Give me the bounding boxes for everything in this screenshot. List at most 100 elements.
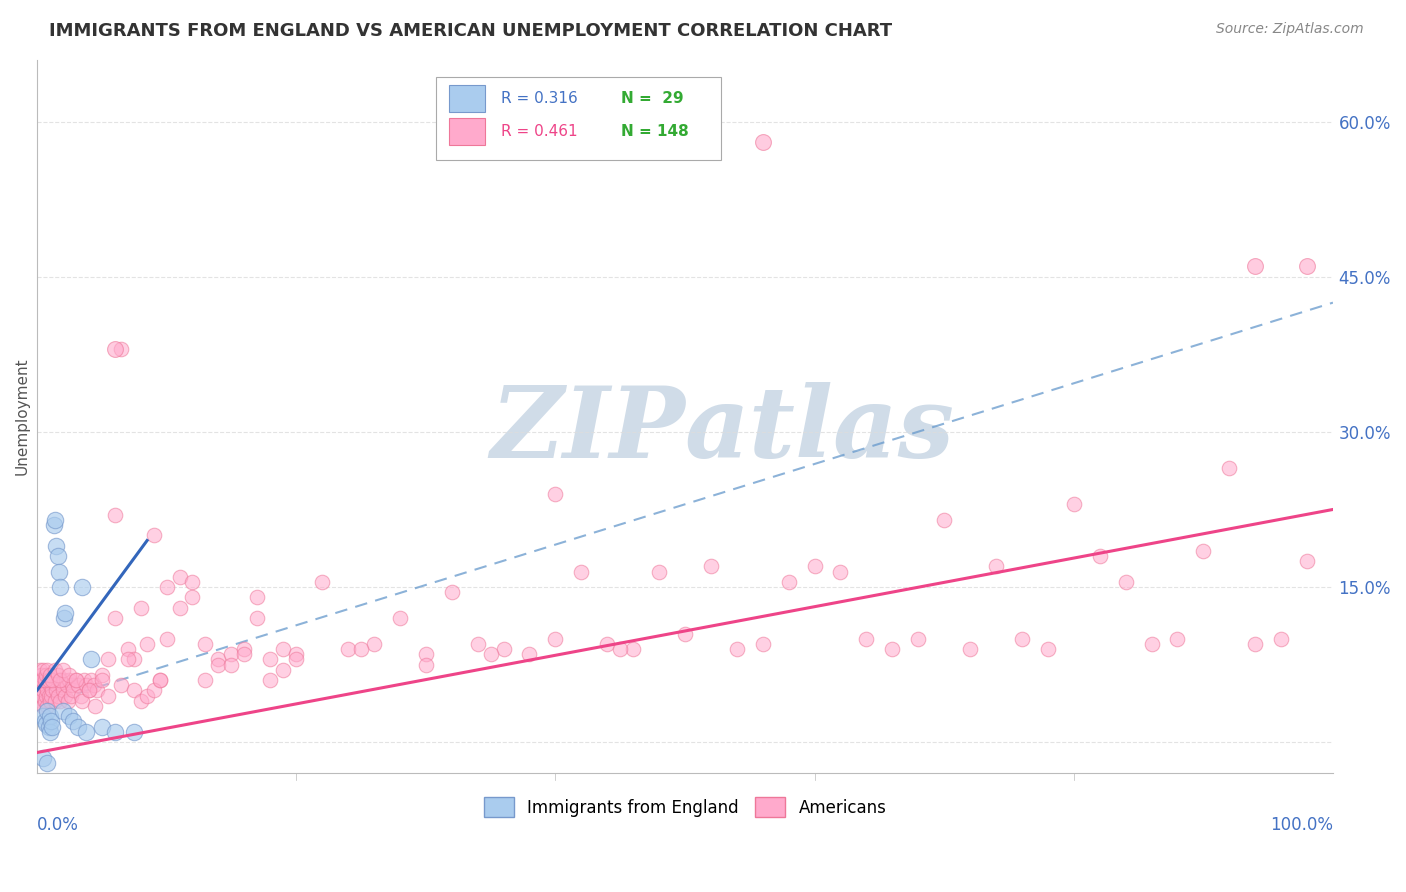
Point [136,637,159,651]
Point [648,565,671,579]
Point [259,673,281,687]
Point [519,647,541,661]
Point [1140,637,1163,651]
Point [122,683,145,698]
Point [46,549,69,563]
Point [34,678,56,692]
Point [28,663,51,677]
Point [37,698,59,713]
Point [415,657,437,672]
Point [72,694,94,708]
Point [221,657,243,672]
Point [53,673,76,687]
Point [350,642,373,657]
Point [86,683,108,698]
Point [246,611,269,625]
Point [49,673,72,687]
Text: 100.0%: 100.0% [1270,816,1333,834]
Point [907,632,929,646]
Point [104,342,127,356]
Point [311,574,333,589]
Point [41,720,63,734]
Point [492,642,515,657]
Point [117,642,139,657]
Point [673,626,696,640]
Point [45,678,67,692]
Point [72,580,94,594]
Point [609,642,631,657]
Point [336,642,359,657]
Point [104,724,127,739]
Point [479,647,502,661]
Point [37,704,59,718]
Point [122,724,145,739]
Point [207,657,229,672]
Text: N =  29: N = 29 [621,91,685,105]
Point [42,673,65,687]
Point [1192,544,1215,558]
Point [1166,632,1188,646]
Text: Source: ZipAtlas.com: Source: ZipAtlas.com [1216,22,1364,37]
Point [194,673,217,687]
Point [62,714,84,729]
Point [80,673,103,687]
Point [39,689,62,703]
Point [67,720,90,734]
Point [129,600,152,615]
Point [544,487,567,501]
Text: N = 148: N = 148 [621,124,689,139]
Point [1011,632,1033,646]
Point [233,647,256,661]
Point [1244,260,1267,274]
Point [569,565,592,579]
Point [77,683,100,698]
Point [35,689,58,703]
Point [194,637,217,651]
Point [34,694,56,708]
Point [27,683,49,698]
Point [934,513,956,527]
Point [155,632,177,646]
Point [37,683,59,698]
Point [1296,554,1319,568]
Point [52,683,75,698]
Point [48,673,70,687]
Point [51,678,73,692]
Point [122,652,145,666]
Text: atlas: atlas [685,383,955,479]
Point [259,652,281,666]
Point [104,611,127,625]
Bar [449,85,485,112]
Point [45,539,67,553]
Point [803,559,825,574]
Point [1270,632,1292,646]
Point [544,632,567,646]
Point [46,668,69,682]
Point [285,652,308,666]
Point [59,689,82,703]
Point [38,694,60,708]
Point [32,709,55,723]
Point [42,518,65,533]
Point [778,574,800,589]
Point [49,694,72,708]
Point [52,663,75,677]
Point [28,673,51,687]
Point [1088,549,1111,563]
Point [55,606,77,620]
Point [52,704,75,718]
Point [246,591,269,605]
Point [55,678,77,692]
Point [596,637,619,651]
Point [44,694,66,708]
Point [65,673,87,687]
Point [90,720,112,734]
Point [38,673,60,687]
Point [142,683,165,698]
Point [39,714,62,729]
Point [65,673,87,687]
Point [58,673,80,687]
Point [35,716,58,731]
Point [62,683,84,698]
Point [80,652,103,666]
